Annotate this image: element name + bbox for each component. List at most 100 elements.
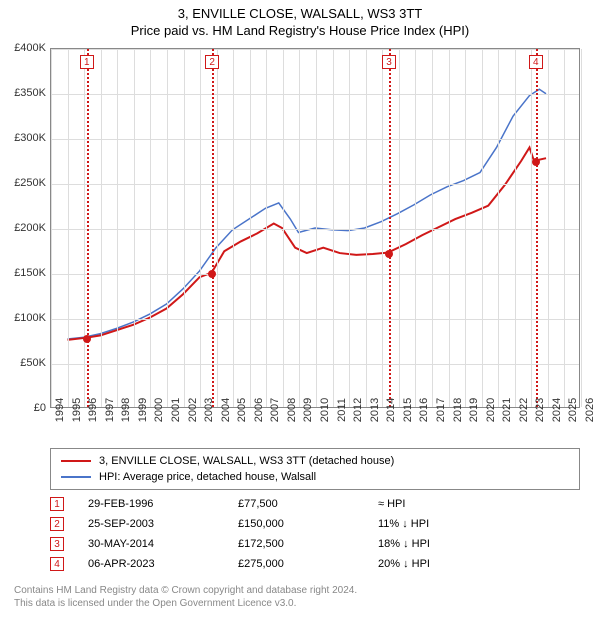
gridline-horizontal — [51, 139, 579, 140]
gridline-horizontal — [51, 229, 579, 230]
x-axis-label: 2025 — [567, 398, 579, 422]
gridline-vertical — [531, 49, 532, 407]
sales-row-delta: 20% ↓ HPI — [378, 558, 518, 570]
sales-row-price: £150,000 — [238, 518, 378, 530]
gridline-vertical — [366, 49, 367, 407]
sales-row-delta: 11% ↓ HPI — [378, 518, 518, 530]
footer-line: This data is licensed under the Open Gov… — [14, 597, 357, 610]
gridline-vertical — [101, 49, 102, 407]
gridline-vertical — [299, 49, 300, 407]
x-axis-label: 2012 — [352, 398, 364, 422]
legend-swatch — [61, 460, 91, 462]
sale-marker-dot — [208, 270, 216, 278]
x-axis-label: 2020 — [485, 398, 497, 422]
x-axis-label: 2004 — [220, 398, 232, 422]
gridline-vertical — [498, 49, 499, 407]
sales-row-delta: 18% ↓ HPI — [378, 538, 518, 550]
sale-marker-number: 4 — [529, 55, 543, 69]
y-axis-label: £400K — [14, 42, 46, 54]
y-axis-label: £50K — [20, 357, 46, 369]
chart-container: 3, ENVILLE CLOSE, WALSALL, WS3 3TT Price… — [0, 0, 600, 620]
gridline-vertical — [465, 49, 466, 407]
sale-marker-dot — [83, 335, 91, 343]
sale-marker-number: 3 — [382, 55, 396, 69]
gridline-vertical — [415, 49, 416, 407]
sale-marker-number: 2 — [205, 55, 219, 69]
sale-marker-dot — [385, 250, 393, 258]
x-axis-label: 2006 — [253, 398, 265, 422]
gridline-vertical — [266, 49, 267, 407]
sales-table: 129-FEB-1996£77,500≈ HPI 2 25-SEP-2003£150… — [50, 494, 580, 574]
x-axis-label: 2023 — [534, 398, 546, 422]
x-axis-label: 2014 — [385, 398, 397, 422]
sales-row-price: £77,500 — [238, 498, 378, 510]
sales-row: 2 25-SEP-2003£150,00011% ↓ HPI — [50, 514, 580, 534]
sales-row-number: 2 — [50, 517, 64, 531]
gridline-vertical — [117, 49, 118, 407]
x-axis-label: 2001 — [170, 398, 182, 422]
sales-row-date: 06-APR-2023 — [88, 558, 238, 570]
legend-item: HPI: Average price, detached house, Wals… — [61, 469, 569, 485]
gridline-horizontal — [51, 184, 579, 185]
x-axis-label: 2009 — [302, 398, 314, 422]
x-axis-label: 1997 — [104, 398, 116, 422]
gridline-vertical — [84, 49, 85, 407]
x-axis-label: 2018 — [452, 398, 464, 422]
sale-marker-line — [212, 49, 214, 407]
x-axis-label: 2010 — [319, 398, 331, 422]
gridline-vertical — [150, 49, 151, 407]
sales-row-number: 3 — [50, 537, 64, 551]
sales-row-number: 4 — [50, 557, 64, 571]
x-axis-label: 1998 — [120, 398, 132, 422]
footer: Contains HM Land Registry data © Crown c… — [14, 584, 357, 610]
x-axis-label: 1994 — [54, 398, 66, 422]
x-axis-label: 2005 — [236, 398, 248, 422]
y-axis-label: £350K — [14, 87, 46, 99]
chart-plot-area: 1 2 3 4 — [50, 48, 580, 408]
x-axis-label: 2022 — [518, 398, 530, 422]
gridline-vertical — [134, 49, 135, 407]
sale-marker-line — [536, 49, 538, 407]
x-axis-label: 1999 — [137, 398, 149, 422]
gridline-vertical — [316, 49, 317, 407]
gridline-horizontal — [51, 49, 579, 50]
y-axis-label: £300K — [14, 132, 46, 144]
sales-row: 330-MAY-2014£172,50018% ↓ HPI — [50, 534, 580, 554]
gridline-vertical — [382, 49, 383, 407]
gridline-vertical — [515, 49, 516, 407]
x-axis-label: 2008 — [286, 398, 298, 422]
sales-row: 129-FEB-1996£77,500≈ HPI — [50, 494, 580, 514]
sale-marker-dot — [532, 158, 540, 166]
x-axis-label: 2003 — [203, 398, 215, 422]
x-axis-label: 1996 — [87, 398, 99, 422]
sale-marker-number: 1 — [80, 55, 94, 69]
sale-marker-line — [389, 49, 391, 407]
gridline-vertical — [250, 49, 251, 407]
gridline-horizontal — [51, 94, 579, 95]
gridline-vertical — [233, 49, 234, 407]
gridline-vertical — [548, 49, 549, 407]
sales-row-date: 30-MAY-2014 — [88, 538, 238, 550]
gridline-vertical — [283, 49, 284, 407]
y-axis-label: £150K — [14, 267, 46, 279]
gridline-vertical — [449, 49, 450, 407]
gridline-vertical — [167, 49, 168, 407]
x-axis-label: 2015 — [402, 398, 414, 422]
x-axis-label: 2026 — [584, 398, 596, 422]
chart-subtitle: Price paid vs. HM Land Registry's House … — [0, 21, 600, 42]
sales-row-price: £275,000 — [238, 558, 378, 570]
gridline-vertical — [581, 49, 582, 407]
x-axis-label: 2011 — [336, 398, 348, 422]
gridline-vertical — [200, 49, 201, 407]
y-axis-label: £100K — [14, 312, 46, 324]
gridline-vertical — [68, 49, 69, 407]
sales-row-date: 25-SEP-2003 — [88, 518, 238, 530]
x-axis-label: 2024 — [551, 398, 563, 422]
y-axis-label: £200K — [14, 222, 46, 234]
x-axis-label: 2000 — [153, 398, 165, 422]
sales-row: 4 06-APR-2023£275,00020% ↓ HPI — [50, 554, 580, 574]
x-axis-label: 2017 — [435, 398, 447, 422]
legend-label: HPI: Average price, detached house, Wals… — [99, 471, 316, 483]
gridline-vertical — [333, 49, 334, 407]
y-axis-label: £250K — [14, 177, 46, 189]
